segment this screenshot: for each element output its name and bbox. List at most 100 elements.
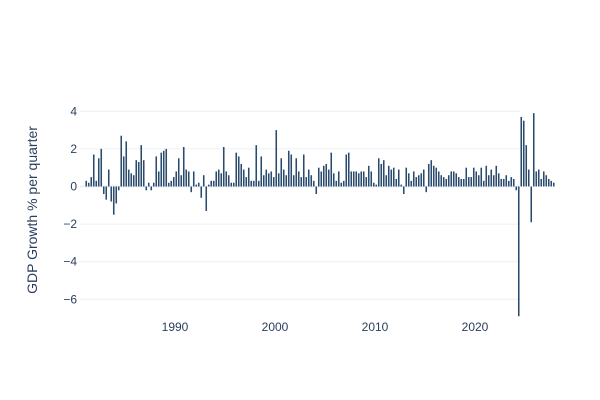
bar (210, 180, 213, 187)
bar (212, 180, 215, 187)
bar (217, 169, 220, 187)
bar (327, 169, 330, 187)
bar (185, 169, 188, 187)
bar (227, 175, 230, 187)
bar (530, 186, 533, 223)
x-axis-ticks: 1990 2000 2010 2020 (162, 320, 489, 334)
bar (240, 163, 243, 187)
bar (457, 177, 460, 187)
bar (280, 158, 283, 187)
bar (332, 173, 335, 187)
bar (300, 177, 303, 187)
y-axis-ticks: 4 2 0 −2 −4 −6 (63, 104, 77, 306)
bar (127, 169, 130, 187)
bar (480, 167, 483, 187)
bar (355, 171, 358, 187)
bar (475, 171, 478, 187)
bar (257, 180, 260, 187)
bar (105, 186, 108, 200)
bar (395, 178, 398, 187)
bar (180, 175, 183, 187)
bar (282, 169, 285, 187)
bar (292, 175, 295, 187)
bar (122, 156, 125, 187)
bar (177, 158, 180, 187)
bar (250, 180, 253, 187)
bar (547, 178, 550, 187)
bar (235, 152, 238, 187)
bar (425, 186, 428, 193)
y-tick-label: −4 (63, 255, 77, 269)
bar (540, 178, 543, 187)
gridlines (80, 110, 520, 300)
bar (302, 154, 305, 187)
bar (442, 177, 445, 187)
bar (90, 177, 93, 187)
bar (337, 171, 340, 187)
bar (515, 186, 518, 191)
bar (537, 169, 540, 187)
bar (297, 171, 300, 187)
bar (115, 186, 118, 204)
bar (510, 177, 513, 187)
bar (485, 165, 488, 187)
bar (215, 171, 218, 187)
bar (497, 173, 500, 187)
bar (370, 171, 373, 187)
y-tick-label: 2 (70, 142, 77, 156)
bar (152, 182, 155, 187)
bar (295, 158, 298, 187)
bar (367, 165, 370, 187)
bar (222, 147, 225, 187)
bar (232, 182, 235, 187)
bar (277, 173, 280, 187)
bar (220, 173, 223, 187)
bar (440, 175, 443, 187)
bar (120, 135, 123, 187)
bar (387, 165, 390, 187)
bar (545, 175, 548, 187)
bar (157, 171, 160, 187)
bar (182, 147, 185, 187)
bar (325, 163, 328, 187)
bar (400, 184, 403, 187)
bar (230, 182, 233, 187)
bar (207, 184, 210, 187)
bar (170, 180, 173, 187)
bar (315, 186, 318, 195)
bar (362, 171, 365, 187)
bar (192, 171, 195, 187)
bar (117, 186, 120, 191)
bar (265, 169, 268, 187)
bar (255, 145, 258, 187)
bar (462, 178, 465, 187)
bar (140, 145, 143, 187)
bar (392, 167, 395, 187)
bar (427, 163, 430, 187)
bar (92, 154, 95, 187)
bar (142, 160, 145, 187)
bar (112, 186, 115, 215)
bar (135, 160, 138, 187)
bar (455, 173, 458, 187)
bar (245, 177, 248, 187)
bar (247, 167, 250, 187)
bar (360, 171, 363, 187)
bar (322, 165, 325, 187)
bar (320, 171, 323, 187)
bar (145, 186, 148, 191)
bar (270, 171, 273, 187)
y-tick-label: −2 (63, 217, 77, 231)
bar (107, 169, 110, 187)
bar (405, 167, 408, 187)
bar (290, 154, 293, 187)
bar (237, 156, 240, 187)
bar (190, 186, 193, 193)
bar (197, 182, 200, 187)
bar (160, 152, 163, 187)
bar (432, 165, 435, 187)
bar (260, 156, 263, 187)
bar (285, 175, 288, 187)
bar (317, 167, 320, 187)
bar (97, 158, 100, 187)
